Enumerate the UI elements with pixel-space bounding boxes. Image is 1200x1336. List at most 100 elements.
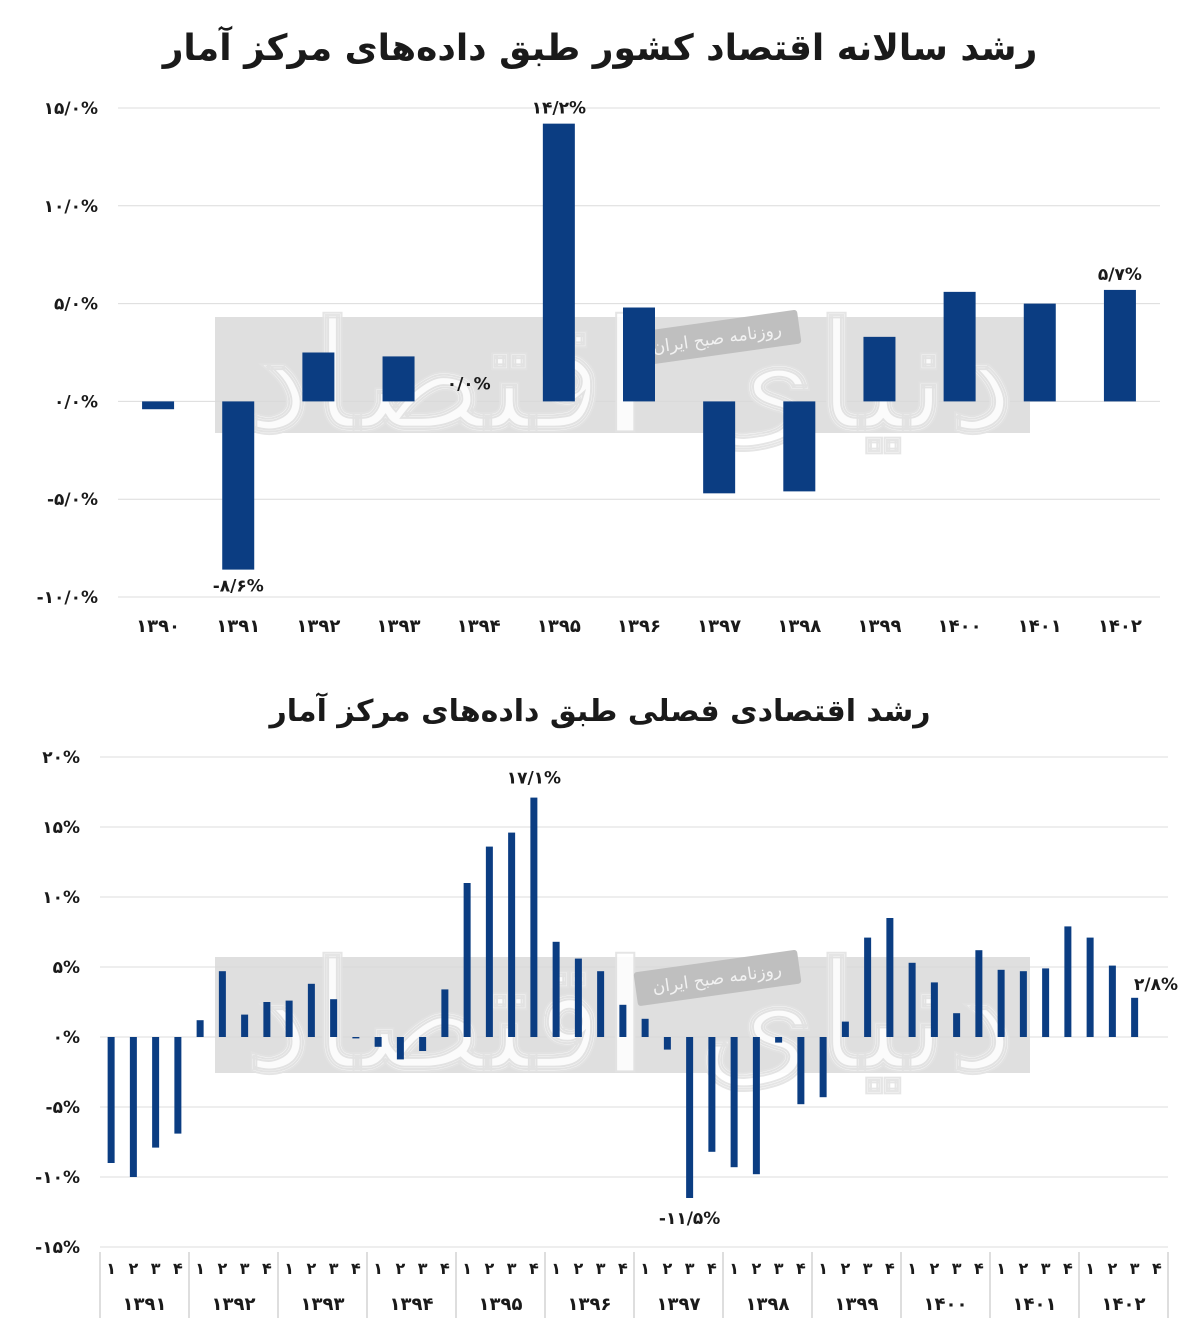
- quarter-tick-label: ۲: [1018, 1259, 1028, 1278]
- x-tick-label: ۱۳۹۷: [697, 616, 741, 637]
- quarter-tick-label: ۱: [729, 1259, 739, 1278]
- quarter-tick-label: ۱: [462, 1259, 472, 1278]
- quarter-tick-label: ۳: [1041, 1259, 1051, 1278]
- bar: [619, 1004, 627, 1037]
- quarter-tick-label: ۳: [774, 1259, 784, 1278]
- bar: [775, 1037, 783, 1043]
- x-tick-label: ۱۳۹۳: [377, 616, 421, 637]
- bar: [552, 941, 560, 1037]
- y-tick-label: -۱۰%: [35, 1168, 80, 1188]
- data-label: ۲/۸%: [1134, 975, 1178, 995]
- bar: [1131, 997, 1139, 1037]
- data-label: -۱۱/۵%: [659, 1209, 720, 1229]
- data-label: ۱۷/۱%: [507, 769, 561, 789]
- quarter-tick-label: ۲: [840, 1259, 850, 1278]
- quarter-tick-label: ۲: [128, 1259, 138, 1278]
- bar: [285, 1000, 293, 1037]
- quarter-tick-label: ۲: [751, 1259, 761, 1278]
- quarter-tick-label: ۳: [952, 1259, 962, 1278]
- x-tick-label: ۱۴۰۱: [1018, 616, 1062, 637]
- y-tick-label: ۱۰/۰%: [44, 197, 98, 217]
- bar: [463, 883, 471, 1037]
- data-label: ۱۴/۲%: [532, 99, 586, 119]
- bar: [703, 401, 736, 494]
- watermark-logo-text: دنیای اقتصاد: [245, 929, 1015, 1105]
- bar: [330, 999, 338, 1037]
- bar: [1023, 303, 1056, 402]
- quarter-tick-label: ۴: [618, 1259, 628, 1278]
- y-tick-label: ۱۵/۰%: [44, 99, 98, 119]
- bar: [597, 971, 605, 1037]
- bar: [864, 937, 872, 1037]
- year-tick-label: ۱۳۹۵: [479, 1294, 523, 1315]
- y-tick-label: -۵/۰%: [47, 490, 98, 510]
- data-label: ۰/۰%: [447, 374, 491, 394]
- bar: [863, 336, 896, 402]
- data-label: ۵/۷%: [1098, 265, 1142, 285]
- x-tick-label: ۱۳۹۵: [537, 616, 581, 637]
- y-tick-label: -۵%: [46, 1098, 80, 1118]
- quarter-tick-label: ۱: [106, 1259, 116, 1278]
- quarter-tick-label: ۱: [907, 1259, 917, 1278]
- x-tick-label: ۱۳۹۱: [216, 616, 260, 637]
- year-tick-label: ۱۳۹۲: [212, 1294, 256, 1315]
- chart-1-title: رشد سالانه اقتصاد کشور طبق داده‌های مرکز…: [162, 28, 1038, 69]
- quarter-tick-label: ۱: [284, 1259, 294, 1278]
- quarter-tick-label: ۱: [640, 1259, 650, 1278]
- annual-growth-chart: ۱۵/۰%۱۰/۰%۵/۰%۰/۰%-۵/۰%-۱۰/۰%دنیای اقتصا…: [37, 99, 1160, 637]
- y-tick-label: -۱۰/۰%: [37, 588, 98, 608]
- bar: [886, 918, 894, 1037]
- bar: [1103, 289, 1136, 402]
- bar: [797, 1037, 805, 1105]
- y-tick-label: ۵/۰%: [54, 295, 98, 315]
- quarter-tick-label: ۲: [1107, 1259, 1117, 1278]
- y-tick-label: ۵%: [53, 958, 80, 978]
- quarter-tick-label: ۳: [685, 1259, 695, 1278]
- quarter-tick-label: ۲: [395, 1259, 405, 1278]
- bar: [908, 962, 916, 1037]
- year-tick-label: ۱۳۹۸: [746, 1294, 790, 1315]
- bar: [663, 1037, 671, 1050]
- quarter-tick-label: ۳: [418, 1259, 428, 1278]
- quarter-tick-label: ۲: [929, 1259, 939, 1278]
- x-tick-label: ۱۴۰۰: [938, 616, 982, 637]
- y-tick-label: ۱۰%: [42, 888, 80, 908]
- quarter-tick-label: ۳: [151, 1259, 161, 1278]
- quarter-tick-label: ۴: [885, 1259, 895, 1278]
- year-tick-label: ۱۳۹۹: [835, 1294, 879, 1315]
- x-tick-label: ۱۳۹۲: [296, 616, 340, 637]
- quarter-tick-label: ۱: [195, 1259, 205, 1278]
- x-tick-label: ۱۳۹۴: [457, 616, 501, 637]
- quarter-tick-label: ۱: [551, 1259, 561, 1278]
- y-tick-label: ۰/۰%: [54, 392, 98, 412]
- quarter-tick-label: ۳: [596, 1259, 606, 1278]
- bar: [1042, 968, 1050, 1037]
- bar: [641, 1018, 649, 1037]
- bar: [218, 971, 226, 1037]
- data-label: -۸/۶%: [213, 577, 264, 597]
- bar: [302, 352, 335, 402]
- quarter-tick-label: ۱: [373, 1259, 383, 1278]
- y-tick-label: -۱۵%: [35, 1238, 80, 1258]
- bar: [930, 982, 938, 1037]
- x-tick-label: ۱۳۹۶: [617, 616, 661, 637]
- bar: [975, 950, 983, 1037]
- quarter-tick-label: ۳: [507, 1259, 517, 1278]
- year-tick-label: ۱۳۹۱: [123, 1294, 167, 1315]
- bar: [241, 1014, 249, 1037]
- bar: [441, 989, 449, 1037]
- quarter-tick-label: ۲: [306, 1259, 316, 1278]
- bar: [129, 1037, 137, 1177]
- bar: [1064, 926, 1072, 1037]
- quarter-tick-label: ۴: [173, 1259, 183, 1278]
- bar: [419, 1037, 427, 1051]
- quarter-tick-label: ۱: [818, 1259, 828, 1278]
- bar: [997, 969, 1005, 1037]
- bar: [142, 401, 175, 410]
- quarter-tick-label: ۴: [440, 1259, 450, 1278]
- quarter-tick-label: ۳: [329, 1259, 339, 1278]
- year-tick-label: ۱۴۰۰: [924, 1294, 968, 1315]
- bar: [374, 1037, 382, 1047]
- quarter-tick-label: ۴: [262, 1259, 272, 1278]
